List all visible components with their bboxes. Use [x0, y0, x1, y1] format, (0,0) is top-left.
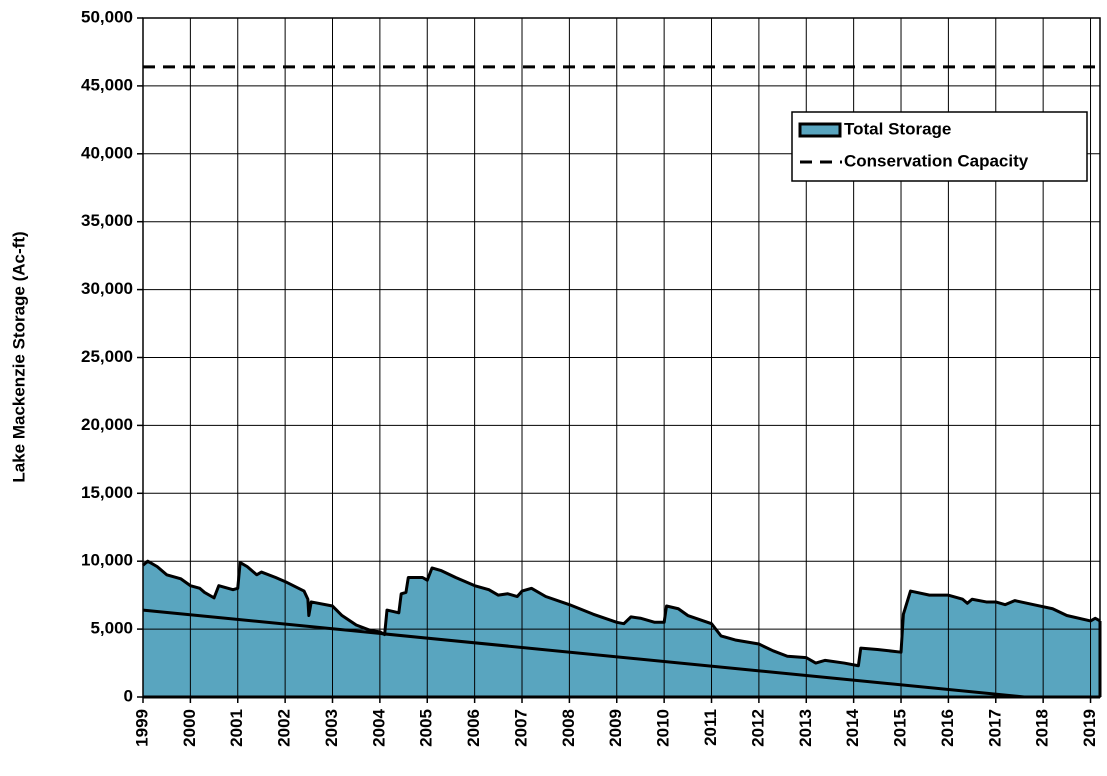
y-axis-label: Lake Mackenzie Storage (Ac-ft): [9, 231, 28, 482]
y-tick-label: 0: [124, 686, 133, 705]
x-tick-label: 2012: [748, 709, 767, 747]
x-tick-label: 2018: [1033, 709, 1052, 747]
y-tick-label: 20,000: [81, 415, 133, 434]
x-tick-label: 2003: [322, 709, 341, 747]
y-tick-label: 15,000: [81, 483, 133, 502]
y-tick-label: 50,000: [81, 7, 133, 26]
x-tick-label: 2002: [275, 709, 294, 747]
legend-swatch: [798, 122, 842, 138]
x-tick-label: 2009: [606, 709, 625, 747]
x-tick-label: 2017: [985, 709, 1004, 747]
y-tick-label: 35,000: [81, 211, 133, 230]
x-tick-label: 2016: [938, 709, 957, 747]
y-tick-label: 30,000: [81, 279, 133, 298]
x-tick-label: 2001: [227, 709, 246, 747]
x-tick-label: 2011: [701, 709, 720, 746]
x-tick-label: 2019: [1080, 709, 1099, 747]
x-tick-label: 2010: [654, 709, 673, 747]
y-tick-label: 5,000: [90, 619, 133, 638]
x-tick-label: 2004: [369, 708, 388, 746]
area-outline: [142, 559, 1101, 668]
x-tick-label: 2005: [417, 709, 436, 747]
x-tick-label: 2015: [891, 709, 910, 747]
x-tick-label: 2007: [511, 709, 530, 747]
legend-label: Total Storage: [844, 119, 951, 138]
y-tick-label: 10,000: [81, 551, 133, 570]
x-tick-label: 2013: [796, 709, 815, 747]
y-tick-label: 25,000: [81, 347, 133, 366]
x-tick-label: 2000: [180, 709, 199, 747]
x-tick-label: 2014: [843, 708, 862, 746]
x-tick-label: 2006: [464, 709, 483, 747]
y-tick-label: 40,000: [81, 143, 133, 162]
y-tick-label: 45,000: [81, 75, 133, 94]
legend-label: Conservation Capacity: [844, 151, 1029, 170]
line: [142, 608, 1025, 699]
x-tick-label: 2008: [559, 709, 578, 747]
legend-box: [791, 111, 1088, 182]
x-tick-label: 1999: [132, 709, 151, 747]
